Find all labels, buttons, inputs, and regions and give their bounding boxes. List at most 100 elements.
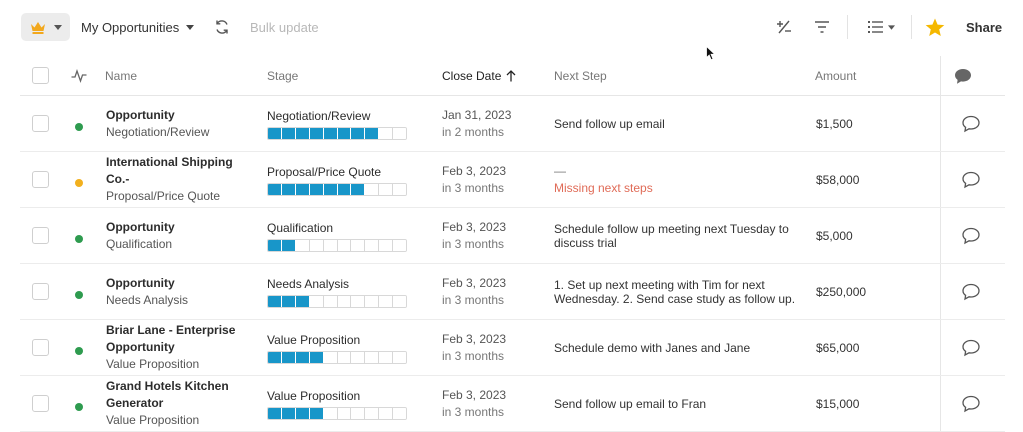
- opportunity-name[interactable]: Grand Hotels Kitchen Generator: [106, 379, 229, 410]
- stage-progress-bar[interactable]: [267, 182, 407, 196]
- stage-progress-segment: [379, 239, 394, 251]
- next-step-cell[interactable]: 1. Set up next meeting with Tim for next…: [554, 264, 799, 319]
- stage-progress-segment: [379, 127, 394, 139]
- next-step-cell[interactable]: Schedule demo with Janes and Jane: [554, 320, 799, 375]
- comment-icon[interactable]: [961, 394, 981, 414]
- name-cell[interactable]: International Shipping Co.- Proposal/Pric…: [106, 152, 256, 207]
- formula-button[interactable]: [774, 17, 794, 37]
- close-date-cell[interactable]: Feb 3, 2023 in 3 months: [442, 152, 542, 207]
- amount-cell[interactable]: $15,000: [816, 376, 916, 431]
- amount-cell[interactable]: $1,500: [816, 96, 916, 151]
- stage-cell[interactable]: Qualification: [267, 208, 427, 263]
- stage-progress-segment: [337, 407, 352, 419]
- comment-icon[interactable]: [961, 226, 981, 246]
- opportunity-name[interactable]: Opportunity: [106, 275, 175, 290]
- stage-column-header[interactable]: Stage: [267, 69, 299, 83]
- star-icon: [925, 18, 945, 36]
- table-row[interactable]: Grand Hotels Kitchen Generator Value Prop…: [20, 376, 1005, 432]
- stage-progress-segment: [393, 295, 406, 307]
- record-type-dropdown[interactable]: [21, 13, 70, 41]
- opportunity-name[interactable]: International Shipping Co.-: [106, 155, 233, 186]
- table-row[interactable]: International Shipping Co.- Proposal/Pric…: [20, 152, 1005, 208]
- comment-icon[interactable]: [961, 114, 981, 134]
- stage-progress-bar[interactable]: [267, 126, 407, 140]
- stage-label: Value Proposition: [267, 332, 361, 347]
- stage-progress-segment: [351, 183, 366, 195]
- row-checkbox[interactable]: [32, 395, 49, 412]
- share-button[interactable]: Share: [966, 19, 1003, 35]
- close-date-column-header[interactable]: Close Date: [442, 56, 516, 96]
- opportunity-name[interactable]: Opportunity: [106, 107, 175, 122]
- next-step-text: 1. Set up next meeting with Tim for next…: [554, 277, 796, 306]
- row-checkbox[interactable]: [32, 115, 49, 132]
- stage-label: Needs Analysis: [267, 276, 350, 291]
- next-step-cell[interactable]: — Missing next steps: [554, 152, 799, 207]
- refresh-button[interactable]: [212, 17, 232, 37]
- list-view-dropdown[interactable]: [866, 17, 896, 37]
- amount-value: $15,000: [816, 396, 860, 411]
- name-cell[interactable]: Briar Lane - Enterprise Opportunity Value…: [106, 320, 256, 375]
- amount-cell[interactable]: $58,000: [816, 152, 916, 207]
- stage-cell[interactable]: Needs Analysis: [267, 264, 427, 319]
- stage-progress-bar[interactable]: [267, 294, 407, 308]
- stage-progress-segment: [295, 295, 310, 307]
- stage-cell[interactable]: Negotiation/Review: [267, 96, 427, 151]
- amount-cell[interactable]: $250,000: [816, 264, 916, 319]
- stage-cell[interactable]: Value Proposition: [267, 376, 427, 431]
- close-date-cell[interactable]: Feb 3, 2023 in 3 months: [442, 208, 542, 263]
- favorite-button[interactable]: [925, 17, 945, 37]
- row-checkbox[interactable]: [32, 339, 49, 356]
- stage-progress-segment: [365, 239, 380, 251]
- close-date-cell[interactable]: Feb 3, 2023 in 3 months: [442, 320, 542, 375]
- stage-progress-segment: [351, 407, 366, 419]
- stage-cell[interactable]: Value Proposition: [267, 320, 427, 375]
- select-all-checkbox[interactable]: [32, 67, 49, 84]
- next-step-cell[interactable]: Send follow up email: [554, 96, 799, 151]
- stage-progress-bar[interactable]: [267, 350, 407, 364]
- table-row[interactable]: Briar Lane - Enterprise Opportunity Value…: [20, 320, 1005, 376]
- amount-value: $65,000: [816, 340, 860, 355]
- opportunity-name[interactable]: Opportunity: [106, 219, 175, 234]
- close-date: Feb 3, 2023: [442, 163, 507, 178]
- next-step-cell[interactable]: Schedule follow up meeting next Tuesday …: [554, 208, 799, 263]
- stage-progress-bar[interactable]: [267, 238, 407, 252]
- amount-column-header[interactable]: Amount: [815, 69, 857, 83]
- close-date: Feb 3, 2023: [442, 331, 507, 346]
- table-row[interactable]: Opportunity Needs Analysis Needs Analysis F…: [20, 264, 1005, 320]
- bulk-update-button[interactable]: Bulk update: [250, 19, 319, 35]
- amount-cell[interactable]: $65,000: [816, 320, 916, 375]
- row-checkbox[interactable]: [32, 171, 49, 188]
- stage-cell[interactable]: Proposal/Price Quote: [267, 152, 427, 207]
- status-dot: [75, 403, 83, 411]
- comment-icon[interactable]: [961, 338, 981, 358]
- comment-filled-icon: [955, 68, 971, 84]
- opportunity-name[interactable]: Briar Lane - Enterprise Opportunity: [106, 323, 236, 354]
- next-step-column-header[interactable]: Next Step: [554, 69, 607, 83]
- name-column-header[interactable]: Name: [105, 69, 138, 83]
- row-checkbox[interactable]: [32, 283, 49, 300]
- opportunity-stage-subtitle: Negotiation/Review: [106, 124, 210, 139]
- next-step-cell[interactable]: Send follow up email to Fran: [554, 376, 799, 431]
- comment-icon[interactable]: [961, 170, 981, 190]
- name-cell[interactable]: Opportunity Negotiation/Review: [106, 96, 256, 151]
- table-row[interactable]: Opportunity Qualification Qualification Feb…: [20, 208, 1005, 264]
- stage-progress-bar[interactable]: [267, 406, 407, 420]
- name-cell[interactable]: Grand Hotels Kitchen Generator Value Prop…: [106, 376, 256, 431]
- comment-icon[interactable]: [961, 282, 981, 302]
- name-cell[interactable]: Opportunity Needs Analysis: [106, 264, 256, 319]
- view-name: My Opportunities: [81, 19, 180, 35]
- table-row[interactable]: Opportunity Negotiation/Review Negotiation…: [20, 96, 1005, 152]
- view-selector[interactable]: My Opportunities: [81, 13, 195, 41]
- amount-cell[interactable]: $5,000: [816, 208, 916, 263]
- name-cell[interactable]: Opportunity Qualification: [106, 208, 256, 263]
- stage-label: Negotiation/Review: [267, 108, 371, 123]
- close-date-cell[interactable]: Feb 3, 2023 in 3 months: [442, 376, 542, 431]
- activity-column-header[interactable]: [71, 56, 87, 96]
- stage-progress-segment: [337, 351, 352, 363]
- filter-button[interactable]: [812, 17, 832, 37]
- comments-column-header[interactable]: [954, 56, 972, 96]
- opportunity-stage-subtitle: Value Proposition: [106, 357, 200, 371]
- row-checkbox[interactable]: [32, 227, 49, 244]
- close-date-cell[interactable]: Jan 31, 2023 in 2 months: [442, 96, 542, 151]
- close-date-cell[interactable]: Feb 3, 2023 in 3 months: [442, 264, 542, 319]
